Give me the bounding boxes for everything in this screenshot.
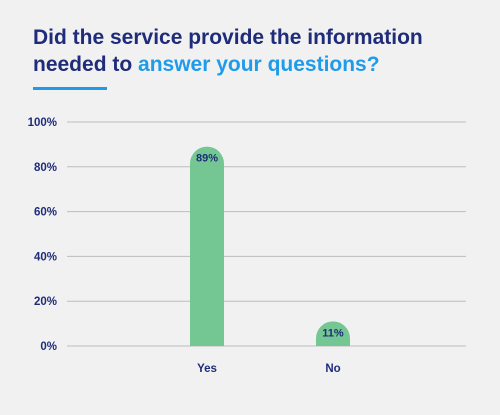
title-underline [33,87,107,90]
x-tick-label: No [325,363,340,375]
chart-title: Did the service provide the information … [33,24,473,78]
title-text: Did the service provide the information … [33,26,423,76]
y-tick-label: 60% [34,207,57,219]
y-tick-label: 0% [40,341,57,353]
x-tick-label: Yes [197,363,217,375]
data-label: 89% [196,153,218,165]
y-tick-label: 20% [34,296,57,308]
bar-no [316,321,350,346]
y-tick-label: 80% [34,162,57,174]
title-accent-text: answer your questions? [138,53,380,76]
data-label: 11% [322,327,344,339]
bar-yes [190,146,224,346]
y-tick-label: 100% [28,117,57,129]
y-tick-label: 40% [34,251,57,263]
